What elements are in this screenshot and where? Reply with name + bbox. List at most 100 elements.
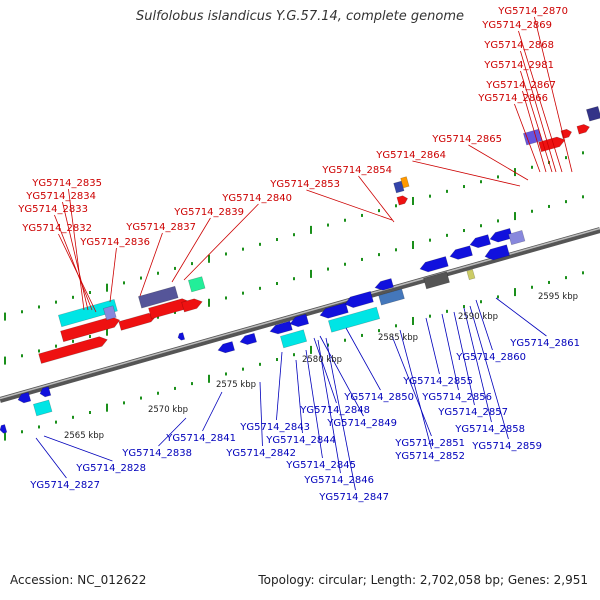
upper-tick bbox=[327, 223, 329, 227]
gene-feature bbox=[374, 278, 394, 291]
gene-feature bbox=[585, 105, 600, 122]
upper-tick bbox=[582, 151, 584, 155]
inner-upper-tick bbox=[4, 356, 6, 365]
upper-tick bbox=[72, 295, 74, 299]
gene-labels: YG5714_2835 YG5714_2834 YG5714_2833 YG5714_… bbox=[17, 6, 580, 503]
backbone-line bbox=[0, 227, 600, 403]
lower-tick bbox=[4, 432, 6, 441]
upper-tick bbox=[208, 254, 210, 263]
gene-feature bbox=[289, 313, 310, 328]
forward-gene-label: YG5714_2833 bbox=[17, 204, 88, 215]
gene-feature bbox=[137, 285, 179, 309]
gene-feature bbox=[508, 230, 526, 246]
lower-tick bbox=[123, 401, 125, 405]
inner-upper-tick bbox=[582, 195, 584, 199]
reverse-gene-label: YG5714_2845 bbox=[285, 460, 356, 471]
gene-feature bbox=[60, 316, 121, 343]
upper-tick bbox=[259, 242, 261, 246]
lower-tick bbox=[531, 285, 533, 289]
upper-tick bbox=[344, 218, 346, 222]
upper-tick bbox=[140, 276, 142, 280]
upper-tick bbox=[429, 194, 431, 198]
upper-tick bbox=[174, 266, 176, 270]
lower-tick bbox=[463, 305, 465, 309]
lower-tick bbox=[480, 300, 482, 304]
lower-tick bbox=[242, 367, 244, 371]
inner-upper-tick bbox=[242, 291, 244, 295]
reverse-gene-label: YG5714_2852 bbox=[394, 451, 465, 462]
inner-upper-tick bbox=[412, 240, 414, 249]
inner-upper-tick bbox=[259, 286, 261, 290]
upper-tick bbox=[123, 281, 125, 285]
gene-feature bbox=[17, 391, 32, 404]
reverse-gene-label-leader bbox=[425, 317, 440, 375]
position-label: 2585 kbp bbox=[378, 333, 418, 343]
upper-tick bbox=[293, 233, 295, 237]
gene-feature bbox=[423, 271, 450, 290]
lower-tick bbox=[514, 288, 516, 297]
position-label: 2565 kbp bbox=[64, 431, 104, 441]
lower-tick bbox=[72, 415, 74, 419]
inner-upper-tick bbox=[55, 344, 57, 348]
reverse-gene-label: YG5714_2849 bbox=[326, 418, 397, 429]
upper-tick bbox=[106, 283, 108, 292]
reverse-gene-label: YG5714_2860 bbox=[455, 352, 526, 363]
forward-gene-label: YG5714_2836 bbox=[79, 237, 150, 248]
lower-tick bbox=[157, 391, 159, 395]
forward-gene-label-leader bbox=[62, 201, 89, 311]
reverse-gene-label-leader bbox=[295, 359, 303, 434]
lower-tick bbox=[106, 403, 108, 412]
forward-gene-label: YG5714_2853 bbox=[269, 179, 340, 190]
gene-feature bbox=[57, 299, 118, 328]
lower-tick bbox=[191, 382, 193, 386]
gene-feature bbox=[118, 312, 158, 331]
upper-tick bbox=[446, 189, 448, 193]
forward-gene-label-leader bbox=[514, 103, 541, 173]
upper-tick bbox=[497, 175, 499, 179]
gene-feature bbox=[484, 244, 510, 261]
forward-gene-label: YG5714_2981 bbox=[483, 60, 554, 71]
gene-feature bbox=[269, 320, 293, 335]
forward-gene-label: YG5714_2869 bbox=[481, 20, 552, 31]
gene-feature bbox=[419, 256, 449, 273]
gene-feature bbox=[39, 386, 52, 398]
forward-gene-label: YG5714_2867 bbox=[485, 80, 556, 91]
forward-gene-label: YG5714_2864 bbox=[375, 150, 446, 161]
upper-tick bbox=[395, 204, 397, 208]
reverse-gene-label: YG5714_2850 bbox=[343, 392, 414, 403]
reverse-gene-label-leader bbox=[453, 311, 475, 406]
gene-feature bbox=[319, 302, 349, 319]
reverse-gene-label: YG5714_2857 bbox=[437, 407, 508, 418]
gene-feature bbox=[177, 332, 186, 341]
lower-tick bbox=[38, 425, 40, 429]
gene-feature bbox=[469, 234, 491, 249]
forward-gene-label: YG5714_2854 bbox=[321, 165, 392, 176]
inner-upper-tick bbox=[429, 238, 431, 242]
position-label: 2595 kbp bbox=[538, 292, 578, 302]
gene-feature bbox=[187, 276, 206, 293]
reverse-gene-label-leader bbox=[325, 337, 356, 491]
lower-tick bbox=[395, 324, 397, 328]
upper-tick bbox=[565, 156, 567, 160]
reverse-gene-label: YG5714_2856 bbox=[421, 392, 492, 403]
upper-tick bbox=[531, 165, 533, 169]
reverse-gene-label-leader bbox=[399, 329, 432, 450]
lower-tick bbox=[293, 353, 295, 357]
forward-gene-label: YG5714_2832 bbox=[21, 223, 92, 234]
forward-gene-label-leader bbox=[534, 16, 573, 173]
reverse-gene-label-leader bbox=[317, 339, 341, 474]
label-leader-lines bbox=[35, 16, 573, 491]
gene-feature bbox=[38, 336, 108, 364]
gene-feature bbox=[396, 195, 409, 206]
inner-upper-tick bbox=[565, 200, 567, 204]
gene-feature bbox=[327, 306, 381, 333]
gene-feature bbox=[102, 305, 117, 321]
gene-feature bbox=[466, 269, 476, 281]
upper-tick bbox=[276, 238, 278, 242]
reverse-gene-label-leader bbox=[305, 349, 323, 459]
inner-upper-tick bbox=[514, 212, 516, 221]
inner-upper-tick bbox=[327, 267, 329, 271]
inner-upper-tick bbox=[531, 209, 533, 213]
forward-gene-label-leader bbox=[468, 144, 529, 181]
